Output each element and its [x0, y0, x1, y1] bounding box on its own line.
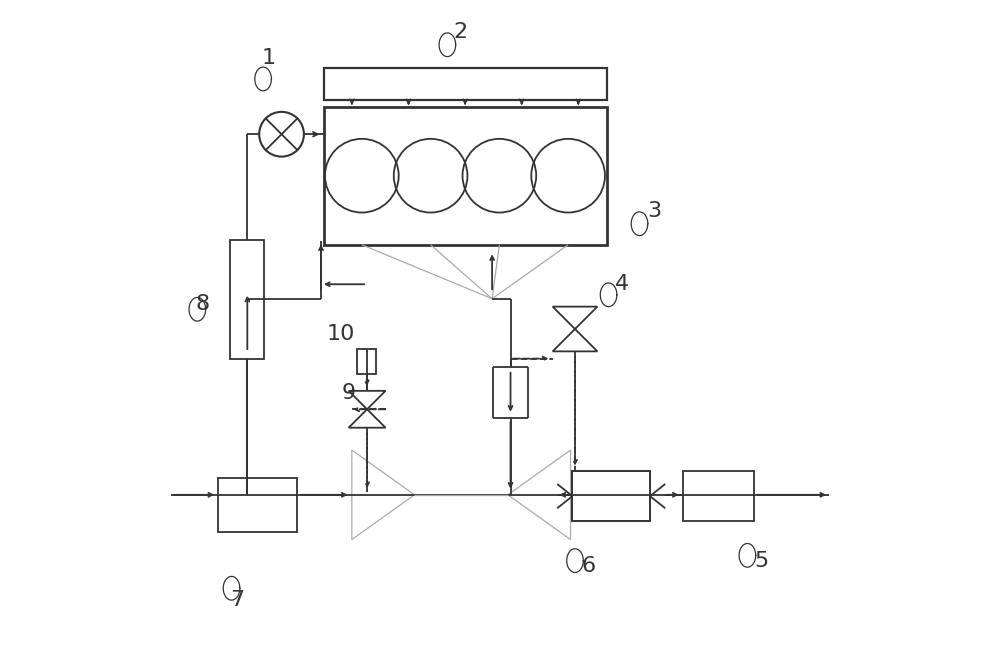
Text: 3: 3: [648, 201, 662, 220]
Bar: [357, 349, 376, 374]
Bar: [230, 240, 264, 359]
Bar: [683, 471, 754, 521]
Text: 10: 10: [327, 324, 355, 344]
Bar: [572, 471, 650, 521]
Text: 2: 2: [453, 22, 468, 41]
Text: 8: 8: [196, 294, 210, 314]
Text: 9: 9: [342, 384, 356, 403]
Text: 7: 7: [230, 590, 244, 610]
Bar: [324, 107, 607, 245]
Bar: [218, 478, 297, 532]
Text: 5: 5: [755, 551, 769, 570]
Text: 6: 6: [581, 556, 595, 576]
Text: 4: 4: [615, 274, 629, 294]
Text: 1: 1: [261, 48, 275, 68]
Bar: [324, 68, 607, 100]
